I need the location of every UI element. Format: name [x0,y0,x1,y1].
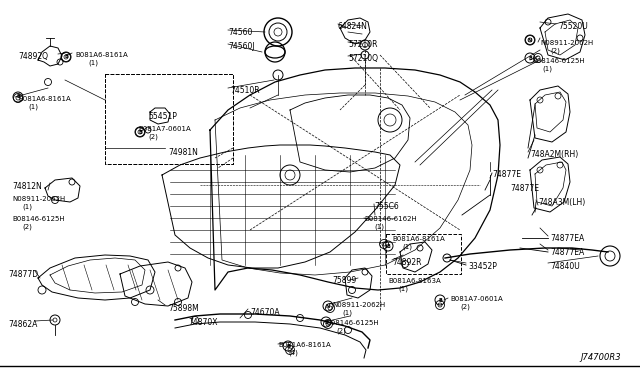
Text: (1): (1) [22,204,32,211]
Text: B: B [438,298,442,302]
Text: (2): (2) [550,48,560,55]
Text: (2): (2) [22,224,32,231]
Text: B081A6-8161A: B081A6-8161A [18,96,71,102]
Text: 755C6: 755C6 [374,202,399,211]
Text: (1): (1) [88,60,98,67]
Text: 57210R: 57210R [348,40,378,49]
Text: (1): (1) [342,310,352,317]
Text: 748A2M(RH): 748A2M(RH) [530,150,579,159]
Text: (2): (2) [336,328,346,334]
Bar [105,74,233,164]
Text: B: B [324,320,328,324]
Text: N: N [528,38,532,42]
Text: 74862A: 74862A [8,320,37,329]
Text: B: B [138,129,142,135]
Text: B: B [528,55,532,61]
Text: 75898M: 75898M [168,304,199,313]
Text: B: B [16,94,20,99]
Bar [105,74,233,164]
Text: (1): (1) [398,286,408,292]
Text: (1): (1) [374,224,384,231]
Text: N: N [326,304,330,308]
Text: 75899: 75899 [332,276,356,285]
Text: B08146-6125H: B08146-6125H [12,216,65,222]
Text: 64824N: 64824N [338,22,368,31]
Text: (4): (4) [288,350,298,356]
Text: B081A7-0601A: B081A7-0601A [138,126,191,132]
Text: N08911-2062H: N08911-2062H [540,40,593,46]
Text: 55451P: 55451P [148,112,177,121]
Text: B081A6-8161A: B081A6-8161A [75,52,128,58]
Text: (1): (1) [542,66,552,73]
Text: B081A7-0601A: B081A7-0601A [450,296,503,302]
Text: 74510R: 74510R [230,86,260,95]
Text: (2): (2) [460,304,470,311]
Text: N08911-2062H: N08911-2062H [12,196,65,202]
Text: B08146-6162H: B08146-6162H [364,216,417,222]
Text: B081A6-8161A: B081A6-8161A [392,236,445,242]
Text: 57210Q: 57210Q [348,54,378,63]
Text: 74560: 74560 [228,28,252,37]
Text: B: B [386,244,390,248]
Text: 74877EA: 74877EA [550,234,584,243]
Text: 74877E: 74877E [510,184,539,193]
Text: 74877D: 74877D [8,270,38,279]
Text: 74877EA: 74877EA [550,248,584,257]
Text: B081A6-8163A: B081A6-8163A [388,278,441,284]
Text: 33452P: 33452P [468,262,497,271]
Text: B: B [286,343,290,349]
Text: (1): (1) [28,104,38,110]
Text: 74812N: 74812N [12,182,42,191]
Text: 74892Q: 74892Q [18,52,48,61]
Text: 74877E: 74877E [492,170,521,179]
Text: B08146-6125H: B08146-6125H [326,320,379,326]
Text: B: B [64,55,68,60]
Text: N08911-2062H: N08911-2062H [332,302,385,308]
Text: 74670A: 74670A [250,308,280,317]
Text: J74700R3: J74700R3 [580,353,621,362]
Text: B081A6-8161A: B081A6-8161A [278,342,331,348]
Text: 75520U: 75520U [558,22,588,31]
Text: 748A3M(LH): 748A3M(LH) [538,198,585,207]
Text: 74981N: 74981N [168,148,198,157]
Text: 74560J: 74560J [228,42,255,51]
Text: 74870X: 74870X [188,318,218,327]
Text: 74840U: 74840U [550,262,580,271]
Text: 74892R: 74892R [392,258,422,267]
Bar [386,234,461,274]
Text: (1): (1) [402,244,412,250]
Text: (2): (2) [148,134,158,141]
Text: B08146-6125H: B08146-6125H [532,58,584,64]
